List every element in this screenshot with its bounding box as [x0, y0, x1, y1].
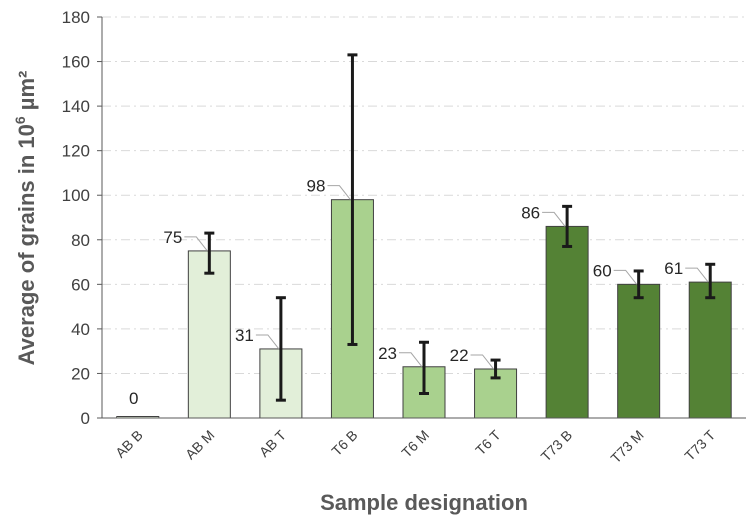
x-tick-labels: AB B AB M AB T T6 B T6 M T6 T T73 B T73 M T73 T — [112, 426, 719, 466]
x-tick-label: T73 B — [538, 427, 576, 465]
y-tick-label: 160 — [62, 53, 90, 72]
y-tick-label: 80 — [71, 231, 90, 250]
y-tick-labels: 0 20 40 60 80 100 120 140 160 180 — [62, 8, 90, 428]
data-label: 0 — [129, 389, 138, 408]
x-tick-label: T73 M — [607, 427, 646, 466]
data-label-leader — [613, 269, 638, 285]
y-tick-label: 140 — [62, 97, 90, 116]
data-label: 23 — [378, 344, 397, 363]
data-label: 86 — [521, 203, 540, 222]
data-label: 75 — [163, 228, 182, 247]
data-label-leader — [399, 352, 423, 368]
x-axis-title: Sample designation — [320, 490, 528, 515]
data-label-leader — [255, 334, 280, 350]
y-tick-label: 180 — [62, 8, 90, 27]
y-axis-title-exponent: 6 — [12, 116, 28, 124]
x-tick-label: T6 B — [328, 427, 360, 459]
x-tick-label: AB M — [182, 427, 218, 463]
data-label-leader — [327, 185, 351, 200]
y-tick-label: 120 — [62, 142, 90, 161]
y-tick-label: 100 — [62, 186, 90, 205]
error-bar — [275, 296, 286, 402]
x-tick-label: T6 M — [398, 427, 432, 461]
y-tick-label: 0 — [81, 409, 90, 428]
bar — [617, 283, 661, 419]
bar — [545, 225, 589, 419]
y-tick-label: 20 — [71, 364, 90, 383]
y-tick-label: 40 — [71, 320, 90, 339]
y-axis-title: Average of grains in 106 µm² — [12, 71, 39, 366]
data-label: 98 — [307, 177, 326, 196]
y-axis-title-unit: µm² — [14, 71, 39, 117]
y-axis-title-main: Average of grains in 10 — [14, 124, 39, 365]
bar — [187, 250, 231, 419]
data-label-leader — [470, 354, 494, 370]
data-label: 31 — [235, 326, 254, 345]
error-bar — [633, 269, 644, 300]
data-label: 60 — [593, 261, 612, 280]
data-label-leader — [184, 236, 208, 252]
error-bar — [705, 262, 716, 300]
error-bar — [419, 340, 429, 395]
error-bar — [490, 358, 501, 380]
x-tick-label: AB B — [112, 427, 146, 461]
error-bar — [204, 231, 215, 275]
x-tick-label: T73 T — [681, 426, 718, 463]
error-bar — [562, 204, 573, 248]
axes — [97, 16, 746, 419]
bars — [116, 199, 732, 419]
x-tick-label: AB T — [256, 426, 289, 459]
error-bars — [204, 53, 716, 402]
data-label: 22 — [450, 346, 469, 365]
data-labels: 0 75 31 98 23 22 86 60 61 — [129, 177, 709, 408]
x-tick-label: T6 T — [472, 426, 504, 458]
data-label-leader — [542, 211, 566, 227]
data-label-leader — [685, 267, 709, 283]
data-label: 61 — [664, 259, 683, 278]
y-tick-label: 60 — [71, 275, 90, 294]
error-bar — [347, 53, 358, 346]
bar — [688, 281, 732, 419]
